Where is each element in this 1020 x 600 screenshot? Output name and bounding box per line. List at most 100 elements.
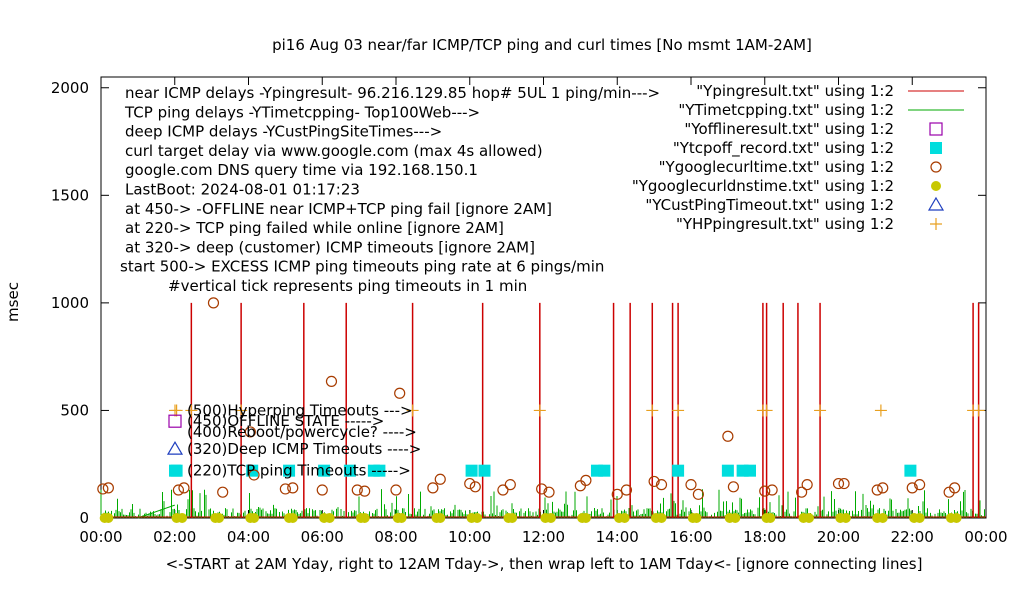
y-tick-label: 0 (79, 509, 89, 527)
curl-point (248, 469, 260, 481)
legend-marker (930, 142, 942, 154)
key-marker (169, 404, 181, 417)
curl-point (906, 482, 918, 494)
key-label: (450)OFFLINE STATE -----> (187, 412, 384, 430)
curl-point (727, 481, 740, 493)
x-tick-label: 10:00 (448, 528, 491, 546)
curl-point (685, 479, 697, 491)
tcp-offline-point (373, 464, 386, 477)
dns-point (765, 513, 776, 523)
tcp-offline-point (465, 464, 478, 477)
curl-point (722, 430, 734, 442)
curl-point (580, 474, 592, 486)
chart-note: start 500-> EXCESS ICMP ping timeouts pi… (120, 258, 604, 276)
curl-point (427, 482, 439, 494)
curl-point (464, 477, 476, 490)
x-tick-label: 16:00 (669, 528, 712, 546)
hyperping-point (185, 404, 198, 417)
x-tick-label: 22:00 (891, 528, 934, 546)
curl-point (766, 484, 778, 496)
key-marker (166, 440, 184, 455)
dns-point (804, 513, 814, 523)
dns-point (472, 513, 483, 523)
curl-point (871, 484, 883, 496)
curl-point (97, 483, 109, 495)
curl-point (536, 483, 548, 495)
curl-point (801, 479, 813, 491)
key-label: (320)Deep ICMP Timeouts ----> (187, 440, 421, 458)
legend-label: "Yofflineresult.txt" using 1:2 (684, 120, 894, 138)
curl-point (434, 473, 446, 485)
curl-point (207, 297, 220, 309)
hyperping-point (406, 404, 419, 417)
dns-point (435, 513, 446, 523)
x-tick-label: 14:00 (596, 528, 639, 546)
curl-point (655, 479, 668, 491)
curl-point (611, 488, 623, 500)
dns-point (730, 513, 741, 523)
curl-point (620, 484, 633, 496)
x-tick-label: 02:00 (153, 528, 196, 546)
legend-label: "Ytcpoff_record.txt" using 1:2 (673, 139, 894, 158)
curl-point (838, 477, 850, 490)
dns-point (580, 513, 591, 523)
y-tick-label: 1500 (51, 186, 89, 204)
legend-marker (927, 196, 945, 211)
x-tick-label: 04:00 (227, 528, 270, 546)
curl-point (172, 484, 185, 496)
curl-point (949, 482, 961, 494)
dns-point (177, 513, 188, 523)
curl-point (692, 488, 704, 500)
x-tick-label: 00:00 (79, 528, 122, 546)
y-tick-label: 2000 (51, 79, 89, 97)
dns-point (103, 513, 114, 523)
dns-point (507, 513, 518, 523)
curl-point (287, 482, 299, 494)
dns-point (287, 513, 298, 523)
tcp-offline-point (598, 464, 611, 477)
tcp-offline-point (343, 464, 356, 477)
hyperping-point (235, 404, 248, 417)
x-tick-label: 20:00 (817, 528, 860, 546)
dns-point (214, 513, 224, 523)
curl-point (504, 479, 516, 491)
tcp-offline-point (478, 464, 491, 477)
curl-point (574, 480, 586, 492)
hyperping-point (874, 404, 887, 417)
dns-point (324, 513, 335, 523)
legend-marker (929, 122, 943, 136)
x-tick-label: 00:00 (964, 528, 1007, 546)
hyperping-point (672, 404, 685, 417)
tcp-offline-point (318, 464, 331, 477)
curl-point (217, 486, 229, 498)
chart-note: at 220-> TCP ping failed while online [i… (125, 219, 504, 237)
key-label: (400)Reboot/powercycle? ----> (187, 423, 417, 441)
dns-point (249, 513, 260, 523)
curl-point (316, 484, 328, 496)
chart-note: near ICMP delays -Ypingresult- 96.216.12… (125, 84, 660, 102)
x-tick-label: 06:00 (301, 528, 344, 546)
curl-point (914, 479, 926, 491)
curl-point (394, 387, 406, 399)
curl-point (244, 426, 256, 438)
chart-note: at 450-> -OFFLINE near ICMP+TCP ping fai… (125, 200, 552, 218)
x-tick-label: 12:00 (522, 528, 565, 546)
chart-note: google.com DNS query time via 192.168.15… (125, 161, 478, 179)
curl-point (351, 484, 363, 496)
hyperping-point (814, 404, 827, 417)
hyperping-point (646, 404, 659, 417)
x-tick-label: 08:00 (374, 528, 417, 546)
dns-point (545, 513, 556, 523)
dns-point (359, 513, 370, 523)
dns-point (619, 513, 630, 523)
chart-note: LastBoot: 2024-08-01 01:17:23 (125, 181, 360, 199)
legend-label: "YTimetcpping.txt" using 1:2 (678, 101, 894, 119)
legend-marker (930, 218, 942, 230)
legend-marker (931, 181, 941, 191)
curl-point (648, 475, 660, 488)
dns-point (691, 513, 702, 523)
legend-label: "Ypingresult.txt" using 1:2 (696, 82, 894, 100)
chart-note: #vertical tick represents ping timeouts … (168, 277, 527, 295)
chart-note: curl target delay via www.google.com (ma… (125, 142, 543, 160)
curl-point (279, 483, 291, 495)
